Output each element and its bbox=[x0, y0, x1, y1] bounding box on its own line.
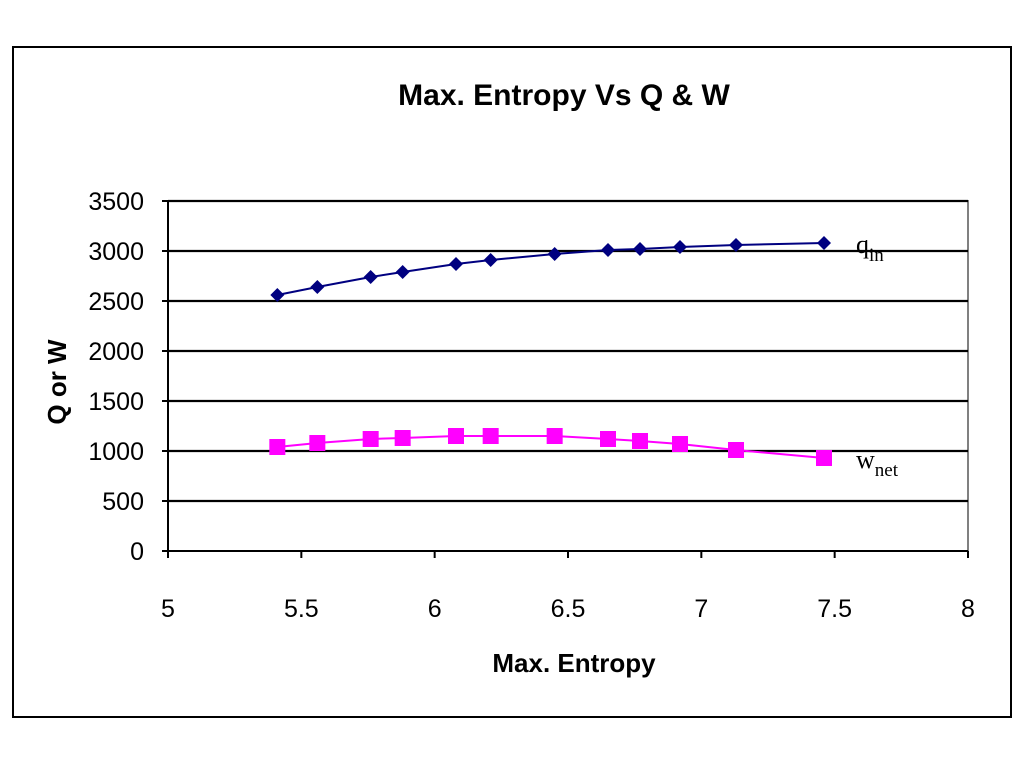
y-tick-label-0: 0 bbox=[130, 538, 144, 566]
y-tick-label-2000: 2000 bbox=[88, 338, 144, 366]
series-label-q-in: qin bbox=[856, 230, 884, 266]
point-q-in-10 bbox=[729, 238, 743, 252]
axes bbox=[162, 200, 969, 558]
y-tick-label-500: 500 bbox=[102, 488, 144, 516]
point-w-net-10 bbox=[728, 442, 744, 458]
point-q-in-2 bbox=[363, 270, 378, 284]
chart-svg: Max. Entropy Vs Q & W 0 500 1000 1500 2000 25… bbox=[42, 79, 975, 678]
point-w-net-2 bbox=[362, 431, 379, 447]
y-tick-label-3500: 3500 bbox=[88, 188, 144, 216]
x-tick-label-5: 5 bbox=[161, 595, 175, 623]
point-q-in-4 bbox=[449, 257, 463, 271]
point-w-net-8 bbox=[632, 433, 648, 449]
y-tick-label-1000: 1000 bbox=[88, 438, 144, 466]
point-w-net-9 bbox=[672, 436, 688, 452]
point-q-in-6 bbox=[547, 247, 562, 261]
series-line-w-net bbox=[277, 435, 825, 459]
x-tick-label-5.5: 5.5 bbox=[284, 595, 319, 623]
x-tick-label-8: 8 bbox=[961, 595, 975, 623]
point-w-net-4 bbox=[448, 428, 464, 444]
x-axis-title: Max. Entropy bbox=[492, 648, 656, 678]
plot-area bbox=[167, 200, 969, 552]
y-axis-title: Q or W bbox=[42, 339, 72, 425]
point-w-net-1 bbox=[309, 435, 326, 451]
point-w-net-11 bbox=[816, 450, 832, 466]
series-line-q-in bbox=[277, 242, 825, 296]
point-w-net-7 bbox=[600, 431, 616, 447]
y-tick-label-3000: 3000 bbox=[88, 238, 144, 266]
point-w-net-5 bbox=[482, 428, 499, 444]
point-q-in-11 bbox=[817, 236, 831, 250]
y-tick-label-2500: 2500 bbox=[88, 288, 144, 316]
point-q-in-8 bbox=[633, 242, 647, 256]
point-q-in-9 bbox=[673, 240, 687, 254]
point-w-net-0 bbox=[269, 439, 286, 455]
tick-labels: 0 500 1000 1500 2000 2500 3000 3500 5 5.5 6 6.5 7 7.5… bbox=[88, 188, 975, 623]
point-q-in-7 bbox=[601, 243, 615, 257]
point-q-in-1 bbox=[310, 280, 325, 294]
point-q-in-0 bbox=[270, 288, 285, 302]
series-label-w-net: wnet bbox=[856, 445, 899, 481]
series-labels: qin wnet bbox=[856, 230, 899, 481]
point-w-net-3 bbox=[394, 430, 411, 446]
y-tick-label-1500: 1500 bbox=[88, 388, 144, 416]
x-tick-label-6.5: 6.5 bbox=[551, 595, 586, 623]
point-q-in-3 bbox=[395, 265, 410, 279]
x-tick-label-6: 6 bbox=[428, 595, 442, 623]
x-tick-label-7: 7 bbox=[694, 595, 708, 623]
gridlines bbox=[168, 199, 968, 503]
chart-frame: Max. Entropy Vs Q & W 0 500 1000 1500 2000 25… bbox=[12, 46, 1012, 718]
chart-title: Max. Entropy Vs Q & W bbox=[398, 79, 730, 112]
x-tick-label-7.5: 7.5 bbox=[817, 595, 852, 623]
series-layer bbox=[269, 236, 832, 466]
point-w-net-6 bbox=[546, 428, 563, 444]
point-q-in-5 bbox=[483, 253, 498, 267]
